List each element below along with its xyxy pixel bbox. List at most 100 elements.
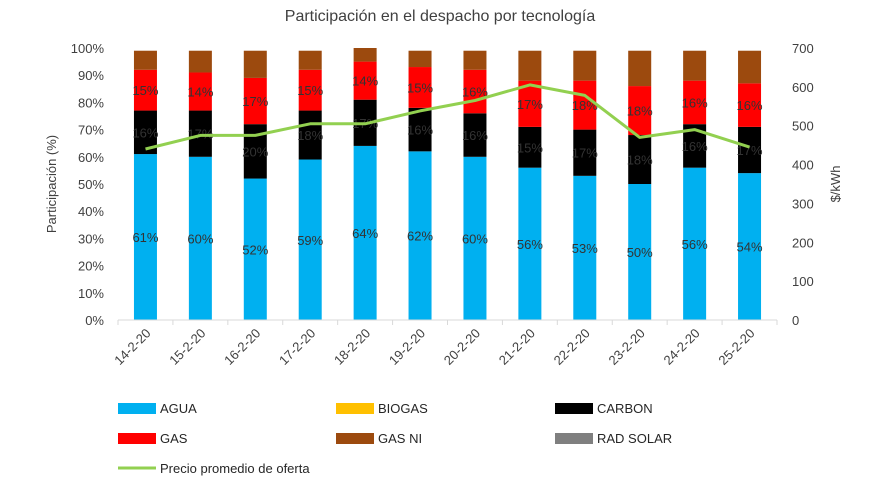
data-label-carbon: 17% <box>572 146 598 161</box>
data-label-agua: 53% <box>572 241 598 256</box>
x-tick-label: 19-2-20 <box>386 326 428 368</box>
bar-segment-agua <box>573 175 597 320</box>
data-label-carbon: 18% <box>297 128 323 143</box>
bar-segment-agua <box>188 156 212 320</box>
bar-segment-carbon <box>518 126 542 168</box>
y2-tick-label: 700 <box>792 41 814 56</box>
y-tick-label: 60% <box>78 150 104 165</box>
y-axis-title: Participación (%) <box>44 135 59 233</box>
bar-segment-carbon <box>683 124 707 168</box>
y2-tick-label: 600 <box>792 80 814 95</box>
bar-segment-agua <box>408 151 432 320</box>
data-label-agua: 64% <box>352 226 378 241</box>
legend-swatch-gas <box>118 433 156 444</box>
data-label-gas: 14% <box>187 85 213 100</box>
data-label-gas: 18% <box>572 98 598 113</box>
legend-label-agua: AGUA <box>160 401 197 416</box>
data-label-carbon: 16% <box>132 125 158 140</box>
y-tick-label: 100% <box>71 41 105 56</box>
x-axis-ticks: 14-2-20 15-2-20 16-2-20 17-2-20 18-2-20 19-2-… <box>111 320 778 368</box>
bar-segment-gas-ni <box>573 50 597 81</box>
bar-segment-gas-ni <box>243 50 267 78</box>
x-tick-label: 14-2-20 <box>111 326 153 368</box>
bar-segment-gas <box>188 72 212 111</box>
y-axis-left: 0% 10% 20% 30% 40% 50% 60% 70% 80% 90% 100% <box>71 41 105 328</box>
data-label-gas: 17% <box>517 97 543 112</box>
bar-segment-gas <box>133 69 157 111</box>
data-label-agua: 56% <box>517 237 543 252</box>
data-label-agua: 52% <box>242 242 268 257</box>
bars-group <box>133 48 762 320</box>
bar-segment-agua <box>298 159 322 320</box>
y2-tick-label: 400 <box>792 158 814 173</box>
data-label-gas: 16% <box>682 95 708 110</box>
data-label-gas: 15% <box>132 83 158 98</box>
data-label-agua: 60% <box>187 231 213 246</box>
legend: AGUA BIOGAS CARBON GAS GAS NI RAD SOLAR Precio… <box>118 401 672 476</box>
data-label-carbon: 16% <box>682 139 708 154</box>
bar-segment-gas-ni <box>683 50 707 81</box>
legend-swatch-biogas <box>336 403 374 414</box>
bar-segment-gas <box>738 83 762 127</box>
data-label-carbon: 18% <box>627 153 653 168</box>
y-tick-label: 0% <box>85 313 104 328</box>
x-tick-label: 16-2-20 <box>221 326 263 368</box>
bar-segment-carbon <box>243 124 267 179</box>
y2-tick-label: 300 <box>792 196 814 211</box>
legend-swatch-agua <box>118 403 156 414</box>
data-label-agua: 62% <box>407 229 433 244</box>
bar-segment-gas <box>243 77 267 125</box>
x-tick-label: 20-2-20 <box>441 326 483 368</box>
bar-segment-gas <box>518 80 542 127</box>
bar-segment-agua <box>738 173 762 320</box>
legend-swatch-rad-solar <box>555 433 593 444</box>
bar-segment-agua <box>353 145 377 320</box>
bar-segment-gas-ni <box>518 50 542 81</box>
y2-tick-label: 100 <box>792 274 814 289</box>
bar-segment-agua <box>243 178 267 320</box>
data-label-agua: 50% <box>627 245 653 260</box>
bar-segment-carbon <box>188 110 212 157</box>
data-label-gas: 17% <box>242 94 268 109</box>
bar-segment-carbon <box>408 107 432 152</box>
legend-label-carbon: CARBON <box>597 401 653 416</box>
data-label-agua: 60% <box>462 231 488 246</box>
bar-segment-agua <box>518 167 542 320</box>
bar-segment-agua <box>133 154 157 320</box>
data-label-gas: 16% <box>737 98 763 113</box>
data-label-agua: 59% <box>297 233 323 248</box>
x-tick-label: 15-2-20 <box>166 326 208 368</box>
bar-segment-gas-ni <box>298 50 322 70</box>
y-axis-right: 0 100 200 300 400 500 600 700 <box>792 41 814 328</box>
bar-segment-gas-ni <box>463 50 487 70</box>
y2-axis-title: $/kWh <box>828 166 843 203</box>
y-tick-label: 40% <box>78 204 104 219</box>
bar-segment-gas-ni <box>133 50 157 70</box>
bar-segment-gas-ni <box>188 50 212 73</box>
data-label-gas: 16% <box>462 85 488 100</box>
bar-segment-agua <box>463 156 487 320</box>
bar-segment-carbon <box>573 129 597 176</box>
y-tick-label: 80% <box>78 95 104 110</box>
legend-label-gas-ni: GAS NI <box>378 431 422 446</box>
bar-segment-agua <box>628 184 652 320</box>
bar-segment-carbon <box>628 135 652 184</box>
x-tick-label: 24-2-20 <box>660 326 702 368</box>
x-tick-label: 23-2-20 <box>606 326 648 368</box>
bar-segment-gas-ni <box>738 50 762 84</box>
chart-title: Participación en el despacho por tecnolo… <box>285 8 596 25</box>
y-tick-label: 20% <box>78 259 104 274</box>
legend-label-gas: GAS <box>160 431 188 446</box>
bar-segment-gas-ni <box>408 50 432 68</box>
price-line <box>145 83 750 151</box>
data-label-gas: 18% <box>627 104 653 119</box>
bar-segment-gas <box>628 86 652 136</box>
bar-segment-carbon <box>463 113 487 157</box>
y-tick-label: 30% <box>78 231 104 246</box>
y2-tick-label: 200 <box>792 235 814 250</box>
y-tick-label: 10% <box>78 286 104 301</box>
y-tick-label: 90% <box>78 68 104 83</box>
bar-segment-gas <box>408 67 432 108</box>
data-label-agua: 56% <box>682 237 708 252</box>
